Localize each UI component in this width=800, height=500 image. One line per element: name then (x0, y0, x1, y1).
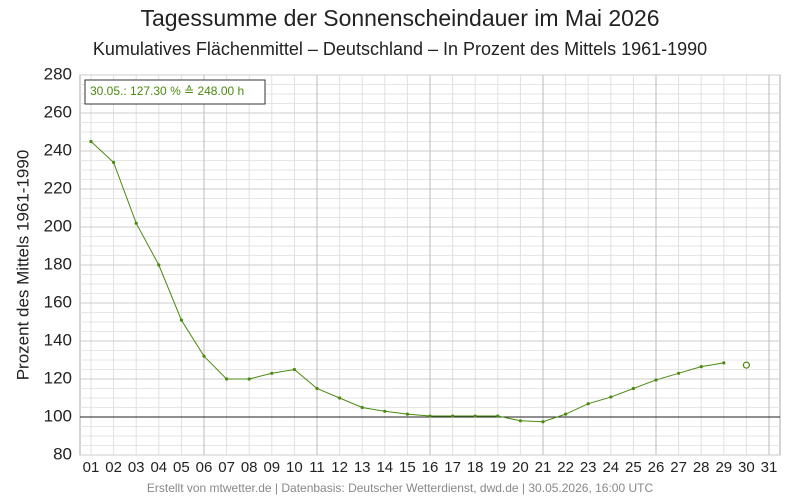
y-tick-label: 160 (44, 292, 72, 311)
y-tick-label: 240 (44, 140, 72, 159)
y-tick-label: 140 (44, 330, 72, 349)
point (360, 405, 364, 410)
x-tick-label: 10 (286, 459, 303, 476)
point (654, 378, 658, 382)
point (247, 377, 251, 381)
point (428, 414, 432, 418)
x-tick-label: 12 (331, 459, 348, 476)
x-tick-label: 26 (648, 459, 665, 476)
x-tick-label: 09 (263, 459, 280, 476)
point (541, 420, 545, 424)
point (473, 414, 477, 418)
x-tick-label: 17 (444, 459, 461, 476)
chart-subtitle: Kumulatives Flächenmittel – Deutschland … (93, 39, 707, 59)
x-tick-label: 30 (738, 459, 755, 476)
point (586, 402, 590, 406)
x-tick-label: 07 (218, 459, 235, 476)
x-tick-label: 28 (693, 459, 710, 476)
x-tick-label: 03 (128, 459, 145, 476)
x-tick-label: 24 (602, 459, 619, 476)
point (179, 318, 183, 322)
point (609, 395, 613, 399)
x-tick-label: 19 (489, 459, 506, 476)
y-tick-label: 220 (44, 178, 72, 197)
point (518, 419, 523, 423)
point (157, 263, 161, 267)
x-tick-label: 31 (761, 459, 778, 476)
point (631, 386, 636, 391)
x-tick-label: 11 (309, 459, 325, 476)
point (112, 160, 116, 164)
point (722, 361, 726, 365)
x-tick-label: 05 (173, 459, 190, 476)
point (496, 414, 500, 418)
point (677, 371, 681, 375)
x-tick-label: 21 (535, 459, 552, 476)
point (292, 367, 296, 372)
y-tick-label: 260 (44, 102, 72, 121)
point (225, 377, 229, 381)
point (699, 365, 703, 369)
point (338, 396, 342, 400)
x-tick-label: 13 (354, 459, 371, 476)
annotation: 30.05.: 127.30 % ≙ 248.00 h (90, 84, 244, 98)
point (270, 371, 274, 375)
x-tick-label: 16 (422, 459, 439, 476)
y-tick-label: 280 (44, 64, 72, 83)
y-tick-label: 120 (44, 368, 72, 387)
chart-title: Tagessumme der Sonnenscheindauer im Mai … (140, 5, 659, 31)
x-tick-label: 27 (670, 459, 687, 476)
x-tick-label: 14 (376, 459, 393, 476)
point (742, 361, 751, 369)
x-tick-label: 22 (557, 459, 574, 476)
point (202, 354, 206, 358)
x-tick-label: 01 (83, 459, 100, 476)
point (405, 412, 409, 416)
x-tick-label: 20 (512, 459, 529, 476)
y-axis-label: Prozent des Mittels 1961-1990 (13, 150, 32, 381)
x-tick-label: 29 (715, 459, 732, 476)
point (451, 414, 455, 418)
y-tick-label: 200 (44, 216, 72, 235)
point (383, 409, 387, 413)
x-tick-label: 08 (241, 459, 258, 476)
annotation-box (84, 79, 266, 105)
x-tick-label: 06 (196, 459, 213, 476)
point (134, 221, 138, 225)
x-tick-label: 25 (625, 459, 642, 476)
point (89, 139, 93, 144)
footer: Erstellt von mtwetter.de | Datenbasis: D… (147, 481, 654, 495)
y-tick-label: 100 (44, 406, 72, 425)
x-tick-label: 18 (467, 459, 484, 476)
point (564, 412, 568, 416)
x-tick-label: 02 (105, 459, 122, 476)
y-tick-label: 180 (44, 254, 72, 273)
x-tick-label: 23 (580, 459, 597, 476)
x-tick-label: 04 (150, 459, 167, 476)
y-tick-label: 80 (53, 444, 72, 463)
point (315, 386, 319, 391)
x-tick-label: 15 (399, 459, 416, 476)
